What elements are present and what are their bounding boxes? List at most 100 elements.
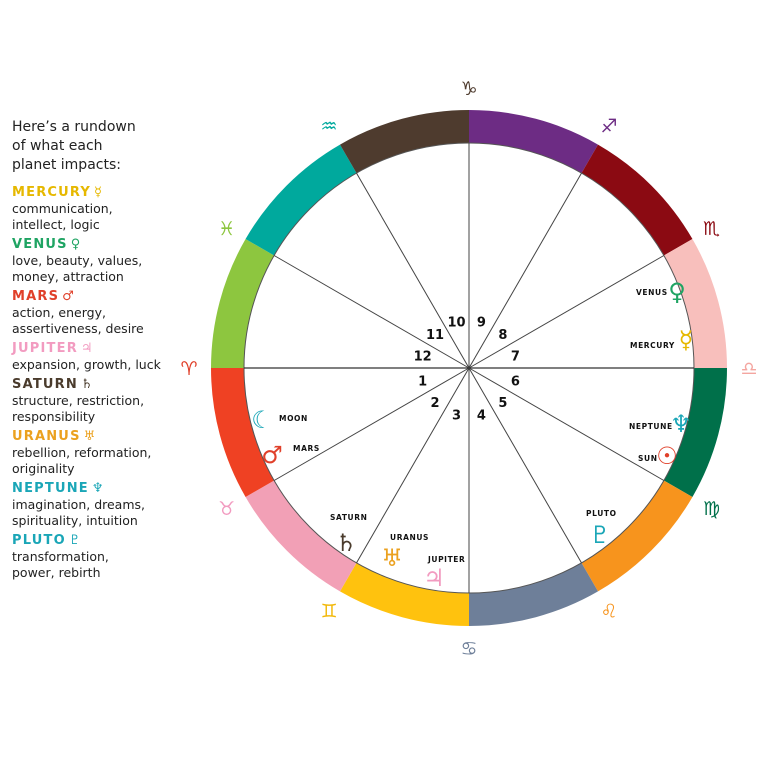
- house-number: 2: [431, 396, 440, 411]
- saturn-symbol-icon: ♄: [80, 377, 94, 392]
- placement-label: VENUS: [636, 288, 668, 297]
- house-divider: [356, 367, 470, 564]
- placement-label: SUN: [638, 454, 658, 463]
- house-divider: [356, 172, 470, 369]
- mercury-symbol-icon: ☿: [94, 185, 104, 200]
- placement-label: MARS: [293, 444, 320, 453]
- planet-name: NEPTUNE: [12, 481, 89, 496]
- house-divider: [468, 367, 665, 481]
- legend-planet-description: love, beauty, values,: [12, 253, 143, 268]
- legend-planet-description: originality: [12, 461, 75, 476]
- saturn-icon: ♄: [335, 529, 357, 557]
- venus-icon: ♀: [668, 278, 686, 306]
- legend-intro-line: of what each: [12, 138, 103, 154]
- legend-item-saturn: SATURN ♄ structure, restriction, responsibi…: [12, 377, 192, 425]
- legend-intro-line: Here’s a rundown: [12, 119, 136, 135]
- house-number: 1: [418, 374, 427, 389]
- zodiac-sign-icon: ♑: [460, 78, 477, 100]
- pluto-icon: ♇: [589, 521, 611, 549]
- legend-planet-name: SATURN ♄: [12, 377, 192, 393]
- mars-icon: ♂: [261, 441, 283, 469]
- zodiac-sign-icon: ♉: [218, 498, 235, 520]
- house-number: 9: [477, 316, 486, 331]
- moon-icon: ☾: [251, 406, 273, 434]
- planet-name: SATURN: [12, 377, 78, 392]
- zodiac-sign-icon: ♌: [600, 600, 617, 622]
- legend-intro: Here’s a rundown of what each planet imp…: [12, 118, 192, 175]
- zodiac-signs: ♈ ♉ ♊ ♋ ♌ ♍ ♎ ♏ ♐ ♑ ♒ ♓: [180, 78, 757, 660]
- uranus-icon: ♅: [381, 544, 403, 572]
- planet-name: VENUS: [12, 237, 68, 252]
- planet-name: MARS: [12, 289, 60, 304]
- house-number: 5: [498, 396, 507, 411]
- planet-placements: ♀VENUS ☿ MERCURY ♆NEPTUNE ☉SUN ♇ PLUTO ♃JUPITER…: [251, 278, 693, 592]
- legend-planet-description: transformation,: [12, 549, 109, 564]
- ring-segment: [469, 562, 598, 626]
- placement-neptune: ♆NEPTUNE: [629, 410, 692, 438]
- legend-planet-description: action, energy,: [12, 305, 106, 320]
- zodiac-sign-icon: ♋: [460, 638, 477, 660]
- placement-label: NEPTUNE: [629, 422, 673, 431]
- legend-planet-description: power, rebirth: [12, 565, 101, 580]
- house-number: 8: [498, 328, 507, 343]
- planet-name: JUPITER: [12, 341, 78, 356]
- placement-uranus: ♅ URANUS: [381, 533, 429, 572]
- house-number: 11: [426, 328, 444, 343]
- house-divider: [468, 172, 582, 369]
- ring-segment: [211, 368, 275, 497]
- sun-icon: ☉: [656, 442, 678, 470]
- house-number: 7: [511, 350, 520, 365]
- legend-planet-name: MERCURY ☿: [12, 185, 192, 201]
- legend-planet-name: VENUS ♀: [12, 237, 192, 253]
- ring-segment: [469, 110, 598, 174]
- house-number: 12: [414, 350, 432, 365]
- zodiac-sign-icon: ♐: [600, 116, 617, 138]
- ring-segment: [340, 110, 469, 174]
- placement-jupiter: ♃JUPITER: [423, 555, 465, 592]
- mars-symbol-icon: ♂: [62, 289, 76, 304]
- legend-planet-name: URANUS ♅: [12, 429, 192, 445]
- house-number: 3: [452, 408, 461, 423]
- legend-intro-line: planet impacts:: [12, 157, 121, 173]
- jupiter-icon: ♃: [423, 564, 445, 592]
- house-number: 4: [477, 408, 486, 423]
- legend-item-jupiter: JUPITER ♃ expansion, growth, luck: [12, 341, 192, 373]
- house-dividers: [244, 143, 694, 593]
- ring-segment: [340, 562, 469, 626]
- neptune-symbol-icon: ♆: [91, 481, 105, 496]
- zodiac-sign-icon: ♍: [703, 498, 720, 520]
- legend-planet-description: communication,: [12, 201, 113, 216]
- placement-venus: ♀VENUS: [636, 278, 686, 306]
- placement-label: PLUTO: [586, 509, 617, 518]
- zodiac-sign-icon: ♎: [740, 358, 757, 380]
- legend-planet-name: MARS ♂: [12, 289, 192, 305]
- house-number: 10: [448, 316, 466, 331]
- house-divider: [273, 255, 470, 369]
- legend-item-uranus: URANUS ♅ rebellion, reformation, originalit…: [12, 429, 192, 477]
- ring-segment: [663, 368, 727, 497]
- legend-list: MERCURY ☿ communication, intellect, logic VE…: [12, 185, 192, 581]
- house-number: 6: [511, 374, 520, 389]
- zodiac-ring: [211, 110, 727, 626]
- placement-label: MERCURY: [630, 341, 675, 350]
- placement-label: JUPITER: [427, 555, 465, 564]
- legend-planet-description: intellect, logic: [12, 217, 100, 232]
- legend-planet-description: imagination, dreams,: [12, 497, 146, 512]
- placement-label: URANUS: [390, 533, 429, 542]
- legend-item-mercury: MERCURY ☿ communication, intellect, logic: [12, 185, 192, 233]
- planet-name: URANUS: [12, 429, 81, 444]
- house-divider: [273, 367, 470, 481]
- zodiac-sign-icon: ♒: [320, 116, 337, 138]
- placement-pluto: ♇ PLUTO: [586, 509, 617, 549]
- legend-planet-name: NEPTUNE ♆: [12, 481, 192, 497]
- zodiac-sign-icon: ♈: [180, 358, 197, 380]
- planet-name: PLUTO: [12, 533, 66, 548]
- placement-label: MOON: [279, 414, 308, 423]
- ring-segment: [581, 144, 693, 256]
- zodiac-sign-icon: ♓: [218, 218, 235, 240]
- legend-item-mars: MARS ♂ action, energy, assertiveness, desir…: [12, 289, 192, 337]
- legend-planet-description: assertiveness, desire: [12, 321, 144, 336]
- placement-moon: ☾ MOON: [251, 406, 308, 434]
